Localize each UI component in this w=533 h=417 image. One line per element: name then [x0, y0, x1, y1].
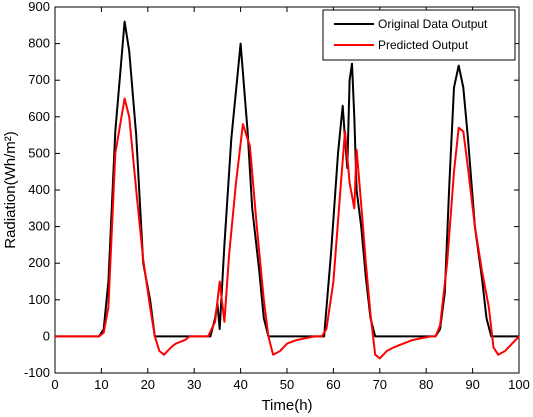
series-group	[55, 20, 520, 360]
y-tick-label: 800	[28, 36, 50, 51]
x-tick-label: 80	[419, 377, 433, 392]
y-tick-label: 500	[28, 145, 50, 160]
x-tick-label: 40	[233, 377, 247, 392]
legend-label-original: Original Data Output	[378, 17, 488, 31]
y-tick-label: 700	[28, 72, 50, 87]
x-tick-label: 50	[280, 377, 294, 392]
y-tick-label: -100	[24, 365, 50, 380]
x-tick-label: 10	[94, 377, 108, 392]
y-tick-label: 900	[28, 0, 50, 14]
y-tick-label: 600	[28, 109, 50, 124]
x-tick-label: 90	[465, 377, 479, 392]
x-tick-label: 100	[508, 377, 530, 392]
y-tick-label: 400	[28, 182, 50, 197]
y-axis-label: Radiation(Wh/m²)	[2, 131, 19, 249]
y-tick-label: 100	[28, 292, 50, 307]
x-axis-label: Time(h)	[261, 397, 312, 414]
x-tick-label: 60	[326, 377, 340, 392]
x-tick-label: 30	[187, 377, 201, 392]
x-axis-ticks: 0 10 20 30 40 50 60 70 80 90 100	[51, 7, 530, 392]
legend: Original Data Output Predicted Output	[322, 9, 516, 61]
y-axis-ticks: -100 0 100 200 300 400 500 600 700 800 900	[24, 0, 519, 380]
legend-box	[322, 9, 516, 61]
series-line-predicted	[55, 97, 520, 360]
y-tick-label: 0	[43, 328, 50, 343]
y-tick-label: 200	[28, 255, 50, 270]
x-tick-label: 0	[51, 377, 58, 392]
x-tick-label: 70	[373, 377, 387, 392]
legend-label-predicted: Predicted Output	[378, 38, 469, 52]
y-tick-label: 300	[28, 219, 50, 234]
x-tick-label: 20	[141, 377, 155, 392]
